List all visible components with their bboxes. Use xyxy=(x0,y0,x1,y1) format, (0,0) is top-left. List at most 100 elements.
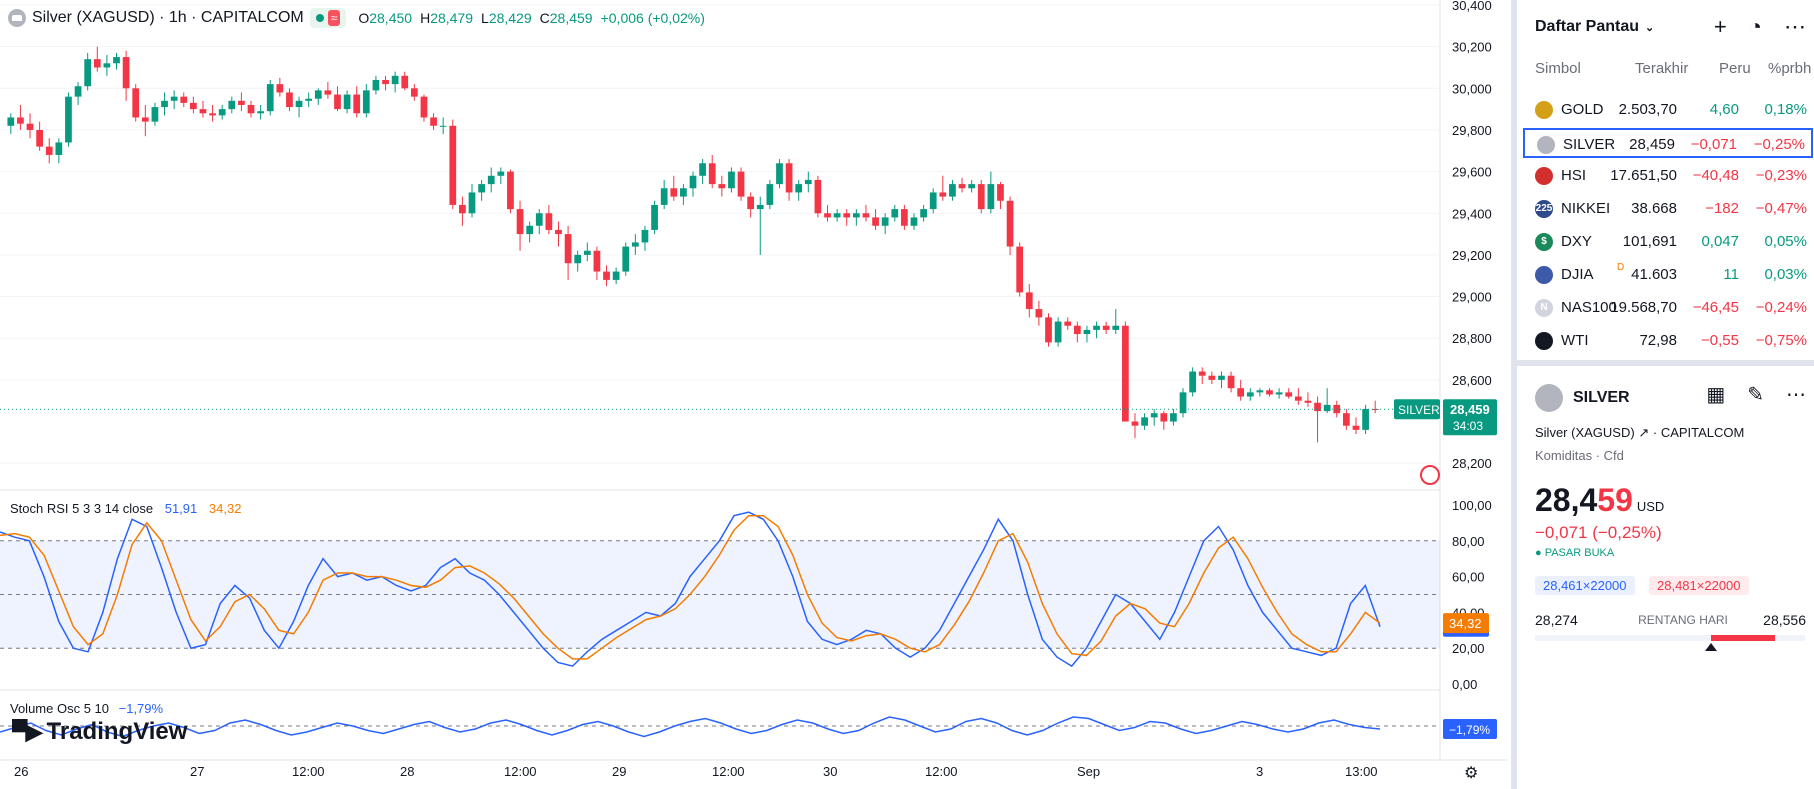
candle-body xyxy=(776,163,783,185)
stoch-tick-label: 100,00 xyxy=(1452,498,1492,513)
stoch-rsi-legend[interactable]: Stoch RSI 5 3 3 14 close 51,91 34,32 xyxy=(10,501,241,516)
watchlist-symbol: NIKKEI xyxy=(1561,200,1611,217)
candle-body xyxy=(1112,325,1120,330)
time-tick-label: 12:00 xyxy=(504,764,537,779)
market-status-badge[interactable]: ≈ xyxy=(309,8,347,28)
candle-body xyxy=(410,88,418,97)
candle-body xyxy=(430,117,437,126)
details-subtitle: Silver (XAGUSD) ↗ · CAPITALCOM xyxy=(1535,425,1744,441)
candle-body xyxy=(45,146,53,155)
time-tick-label: 27 xyxy=(190,764,204,779)
stoch-tick-label: 0,00 xyxy=(1452,677,1477,692)
candle-body xyxy=(1179,392,1187,414)
symbol-logo-icon xyxy=(1535,167,1553,185)
candle-body xyxy=(891,209,899,218)
watchlist-row[interactable]: SILVER 28,459 −0,071 −0,25% xyxy=(1523,128,1813,158)
price-tail: 59 xyxy=(1597,482,1633,518)
more-options-icon[interactable]: ⋯ xyxy=(1786,384,1806,406)
candle-body xyxy=(728,171,735,189)
candle-body xyxy=(1102,325,1110,330)
market-open-dot-icon xyxy=(315,14,324,22)
time-tick-label: 30 xyxy=(823,764,837,779)
watchlist-change: −46,45 xyxy=(1692,299,1739,316)
details-symbol[interactable]: SILVER xyxy=(1573,389,1630,406)
add-symbol-icon[interactable]: + xyxy=(1713,14,1727,39)
day-range-pointer-icon xyxy=(1704,643,1717,651)
candle-body xyxy=(103,63,111,68)
candle-body xyxy=(968,184,976,189)
candle-body xyxy=(1275,392,1283,395)
watchlist-row[interactable]: 225 NIKKEI 38.668 −182 −0,47% xyxy=(1523,194,1813,224)
more-options-icon[interactable]: ⋯ xyxy=(1784,14,1806,39)
layout-icon[interactable]: ▦ xyxy=(1706,384,1726,406)
last-price-text: 28,459 xyxy=(1450,402,1490,417)
candle-body xyxy=(785,163,793,193)
settings-gear-icon[interactable]: ⚙ xyxy=(1464,765,1478,782)
candle-body xyxy=(872,217,879,226)
delayed-flag: D xyxy=(1617,262,1625,273)
volume-osc-label: Volume Osc 5 10 xyxy=(10,701,109,716)
candle-body xyxy=(795,184,803,193)
column-pct[interactable]: %prbh xyxy=(1768,60,1812,77)
watchlist-row[interactable]: N NAS100 19.568,70 −46,45 −0,24% xyxy=(1523,293,1813,323)
column-last[interactable]: Terakhir xyxy=(1635,60,1689,77)
candle-body xyxy=(247,104,255,114)
watchlist-row[interactable]: WTI 72,98 −0,55 −0,75% xyxy=(1523,326,1813,356)
price-tick-label: 29,400 xyxy=(1452,206,1492,221)
candle-body xyxy=(1343,413,1350,426)
candle-body xyxy=(1141,417,1148,426)
candle-body xyxy=(1189,371,1196,393)
day-range-fill xyxy=(1710,635,1775,641)
candle-body xyxy=(420,96,428,118)
candle-body xyxy=(603,271,610,280)
stoch-rsi-k-value: 51,91 xyxy=(164,501,198,516)
candle-body xyxy=(468,192,476,214)
chart-area[interactable]: 30,400 30,200 30,000 29,800 29,600 29,400 29,2… xyxy=(0,0,1508,789)
candle-body xyxy=(958,184,966,189)
candle-body xyxy=(478,184,485,193)
candle-body xyxy=(852,213,860,218)
advanced-view-icon[interactable]: ◔ xyxy=(1748,14,1762,39)
market-status: ● PASAR BUKA xyxy=(1535,547,1615,559)
silver-icon xyxy=(1535,384,1563,412)
ask-badge[interactable]: 28,481×22000 xyxy=(1649,576,1749,595)
details-type: Cfd xyxy=(1603,448,1624,463)
volume-osc-legend[interactable]: Volume Osc 5 10 −1,79% xyxy=(10,701,163,716)
watchlist-title[interactable]: Daftar Pantau ⌄ xyxy=(1535,18,1654,36)
chart-canvas[interactable]: 30,400 30,200 30,000 29,800 29,600 29,400 29,2… xyxy=(0,0,1508,789)
column-symbol[interactable]: Simbol xyxy=(1535,60,1581,77)
symbol-tag xyxy=(1394,399,1440,420)
edit-note-icon[interactable]: ✎ xyxy=(1747,384,1764,406)
candle-body xyxy=(526,225,534,235)
time-tick-label: 28 xyxy=(400,764,414,779)
column-change[interactable]: Peru xyxy=(1719,60,1751,77)
symbol-logo-icon: $ xyxy=(1535,233,1553,251)
watchlist-change: −0,071 xyxy=(1690,136,1737,153)
day-range-bar xyxy=(1535,635,1805,651)
market-status-text: PASAR BUKA xyxy=(1544,547,1615,559)
price-tick-label: 29,800 xyxy=(1452,123,1492,138)
candle-body xyxy=(391,75,399,85)
time-tick-label: Sep xyxy=(1077,764,1100,779)
watchlist-row[interactable]: HSI 17.651,50 −40,48 −0,23% xyxy=(1523,161,1813,191)
symbol-title[interactable]: Silver (XAGUSD) · 1h · CAPITALCOM xyxy=(32,9,304,26)
external-link-icon[interactable]: ↗ xyxy=(1638,425,1650,440)
day-range-label: RENTANG HARI xyxy=(1638,613,1728,627)
tradingview-logo[interactable]: ▀▶ TradingView xyxy=(12,718,187,746)
watchlist-row[interactable]: $ DXY 101,691 0,047 0,05% xyxy=(1523,227,1813,257)
separator-dot: · xyxy=(1652,425,1658,440)
bid-badge[interactable]: 28,461×22000 xyxy=(1535,576,1635,595)
candle-body xyxy=(555,229,562,235)
watchlist-row[interactable]: DJIA D 41.603 11 0,03% xyxy=(1523,260,1813,290)
candle-body xyxy=(122,57,130,89)
candle-body xyxy=(334,94,341,110)
candle-body xyxy=(459,204,466,214)
price-tick-label: 29,200 xyxy=(1452,248,1492,263)
details-name[interactable]: Silver (XAGUSD) xyxy=(1535,425,1635,440)
candle-body xyxy=(1266,390,1273,395)
candle-body xyxy=(276,84,284,93)
panel-divider xyxy=(1517,360,1814,366)
watchlist-row[interactable]: GOLD 2.503,70 4,60 0,18% xyxy=(1523,95,1813,125)
symbol-logo-icon: 225 xyxy=(1535,200,1553,218)
candle-body xyxy=(1122,325,1129,422)
